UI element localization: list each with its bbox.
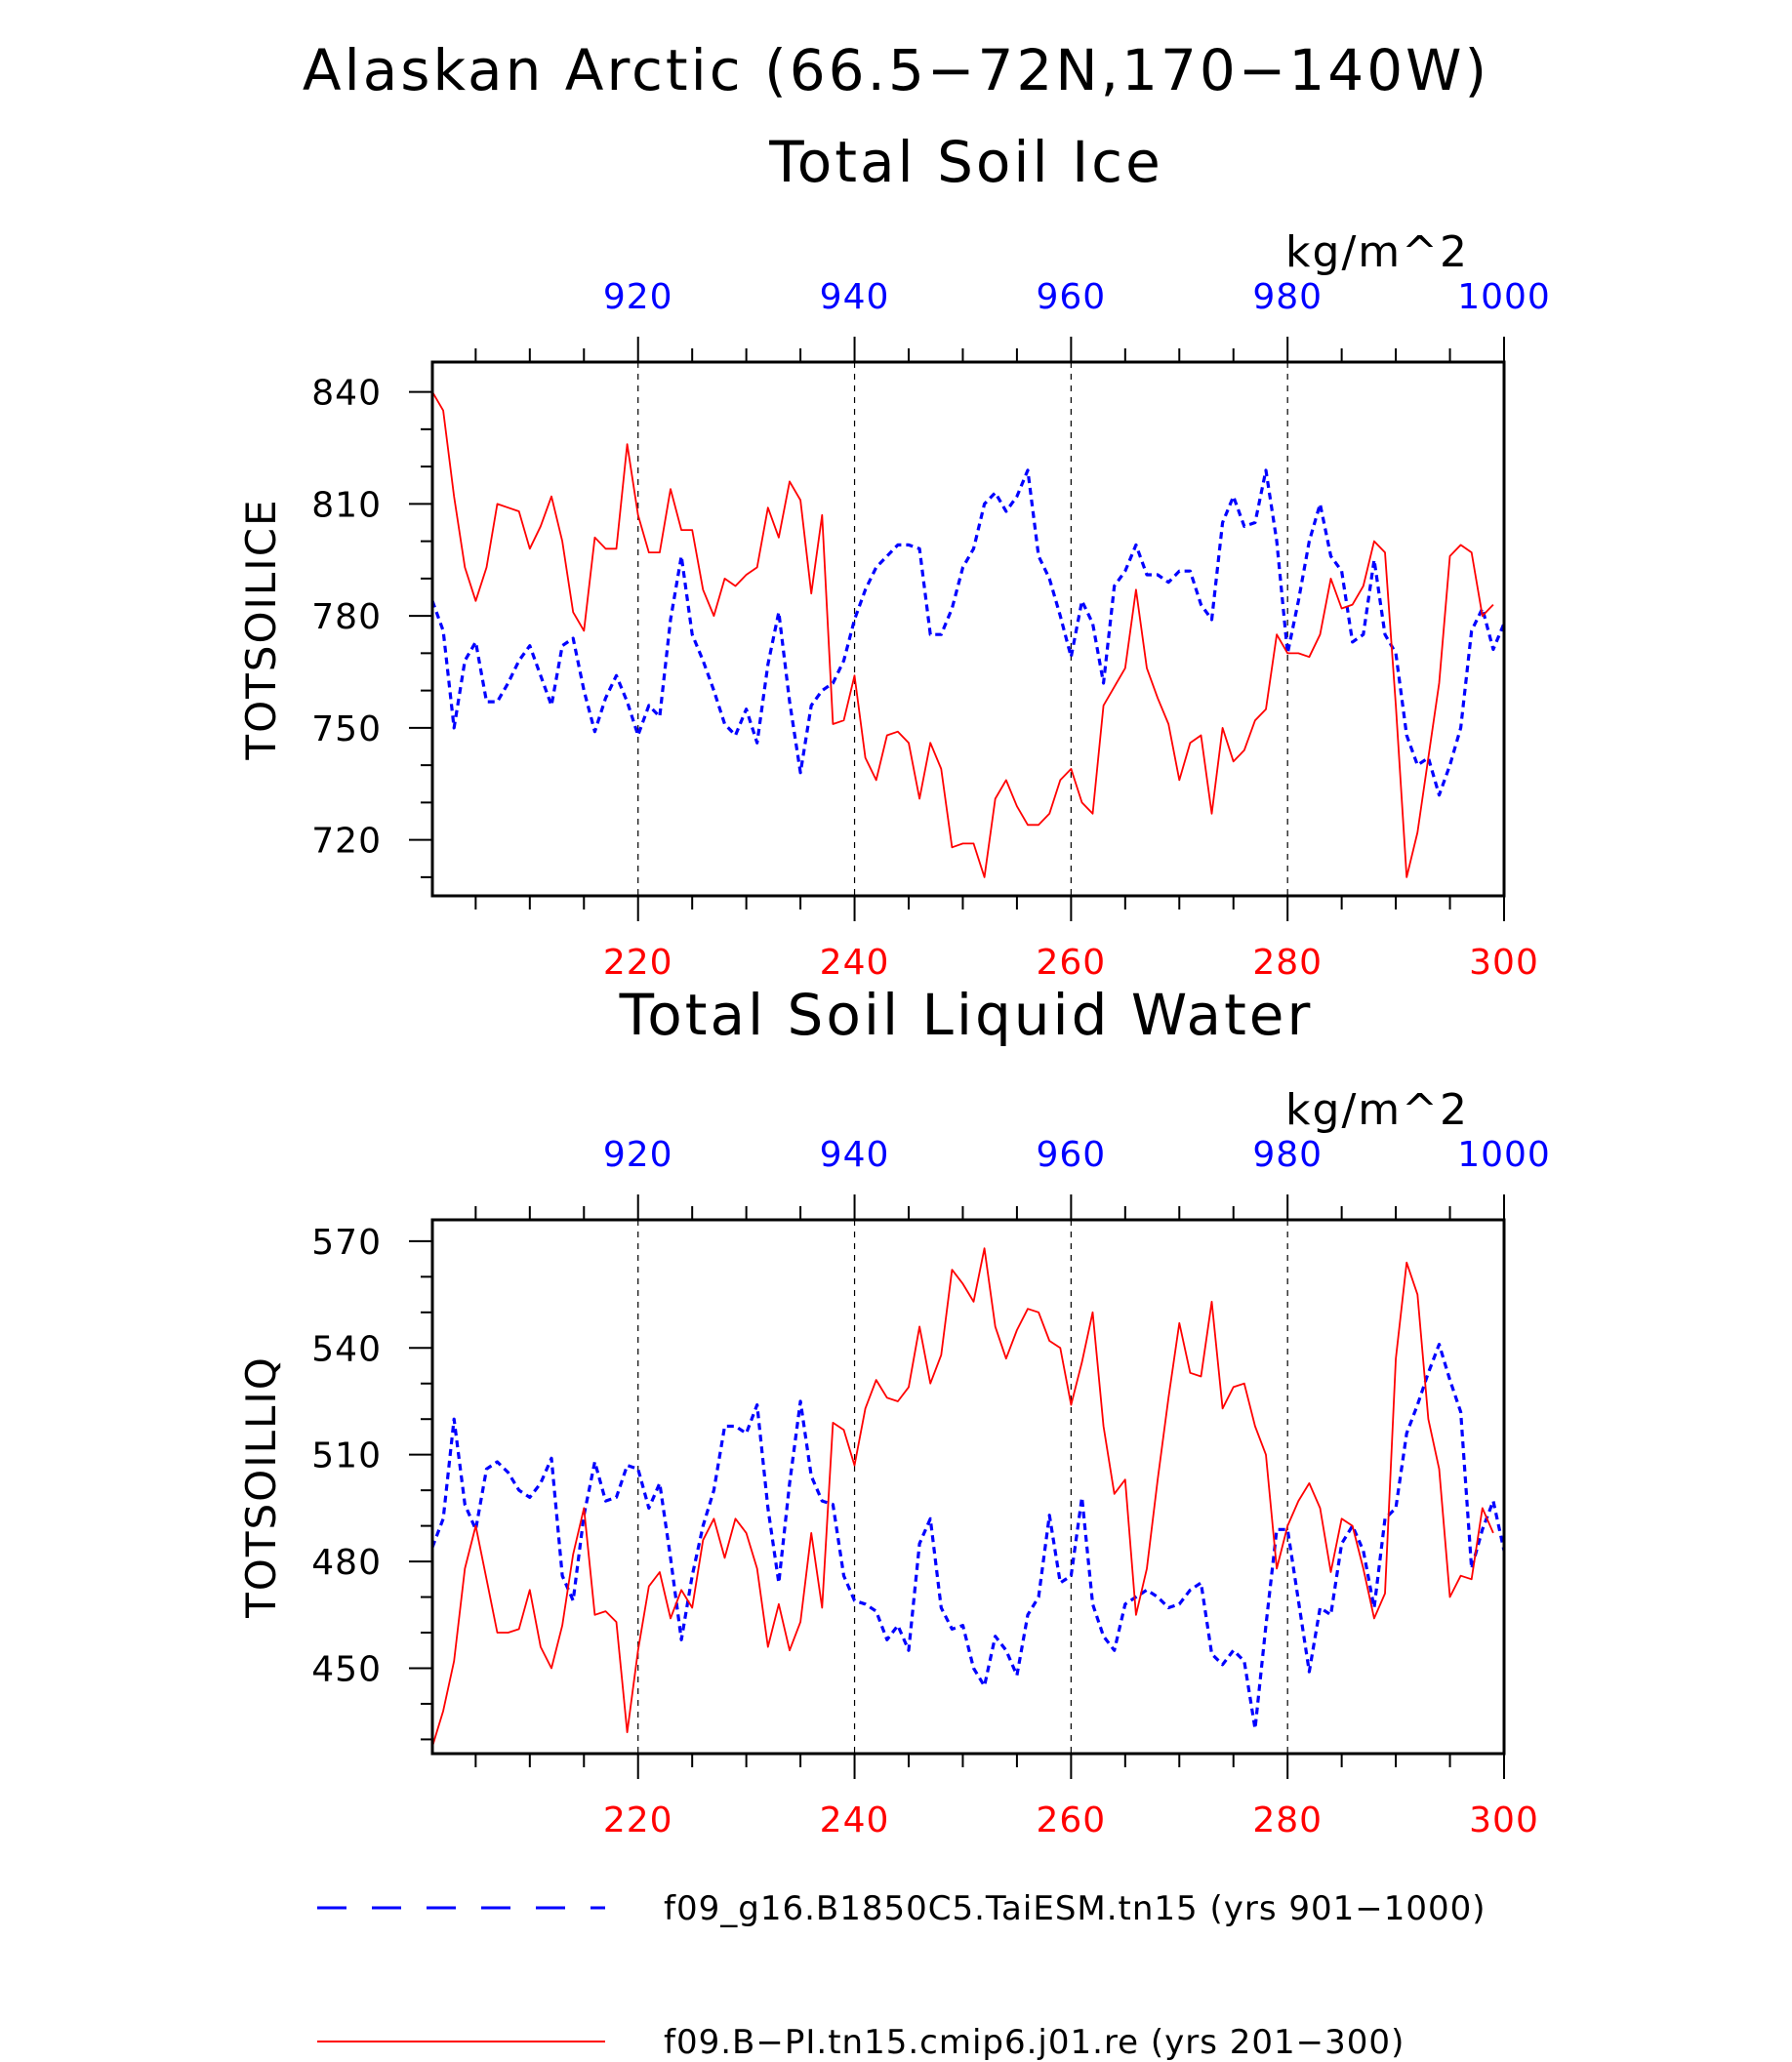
series-line-red (431, 391, 1494, 878)
y-tick-label: 480 (311, 1543, 382, 1583)
x-top-tick-label: 980 (1252, 1135, 1323, 1175)
x-bottom-tick-label: 220 (603, 943, 673, 983)
panel-title: Total Soil Liquid Water (619, 982, 1314, 1048)
x-bottom-tick-label: 240 (820, 1800, 890, 1840)
panel-1: Total Soil Ice kg/m^2 TOTSOILICE 720 750 780 8… (237, 129, 1551, 983)
units-label: kg/m^2 (1285, 1085, 1469, 1135)
figure-title: Alaskan Arctic (66.5−72N,170−140W) (303, 37, 1489, 103)
series-line-blue (430, 1342, 1506, 1731)
panel-title: Total Soil Ice (768, 129, 1163, 195)
y-tick-label: 810 (311, 485, 382, 525)
y-tick-label: 510 (311, 1436, 382, 1476)
x-top-tick-label: 940 (820, 277, 890, 317)
x-bottom-tick-label: 260 (1037, 943, 1107, 983)
x-top-tick-label: 1000 (1457, 277, 1551, 317)
x-bottom-tick-label: 280 (1252, 943, 1323, 983)
x-top-tick-label: 960 (1037, 1135, 1107, 1175)
x-bottom-tick-label: 220 (603, 1800, 673, 1840)
y-axis-label: TOTSOILLIQ (237, 1355, 285, 1619)
series-line-blue (430, 468, 1506, 797)
legend-label: f09_g16.B1850C5.TaiESM.tn15 (yrs 901−100… (664, 1889, 1487, 1928)
x-top-tick-label: 960 (1037, 277, 1107, 317)
plot-frame (430, 1218, 1506, 1756)
legend: f09_g16.B1850C5.TaiESM.tn15 (yrs 901−100… (317, 1889, 1487, 2062)
x-bottom-tick-label: 260 (1037, 1800, 1107, 1840)
y-tick-label: 540 (311, 1329, 382, 1369)
panel-2: Total Soil Liquid Water kg/m^2 TOTSOILLIQ 4… (237, 982, 1551, 1840)
x-top-tick-label: 920 (603, 277, 673, 317)
x-bottom-tick-label: 300 (1469, 943, 1539, 983)
plot-frame (430, 360, 1506, 898)
x-bottom-tick-label: 240 (820, 943, 890, 983)
x-top-tick-label: 980 (1252, 277, 1323, 317)
y-tick-label: 750 (311, 709, 382, 749)
x-top-tick-label: 920 (603, 1135, 673, 1175)
y-axis-label: TOTSOILICE (237, 498, 285, 760)
y-tick-label: 450 (311, 1649, 382, 1689)
y-tick-label: 570 (311, 1223, 382, 1263)
x-bottom-tick-label: 280 (1252, 1800, 1323, 1840)
y-tick-label: 840 (311, 374, 382, 414)
legend-label: f09.B−PI.tn15.cmip6.j01.re (yrs 201−300) (664, 2023, 1405, 2062)
units-label: kg/m^2 (1285, 227, 1469, 277)
x-top-tick-label: 940 (820, 1135, 890, 1175)
y-tick-label: 720 (311, 822, 382, 862)
panels: Total Soil Ice kg/m^2 TOTSOILICE 720 750 780 8… (237, 129, 1551, 1840)
x-bottom-tick-label: 300 (1469, 1800, 1539, 1840)
x-top-tick-label: 1000 (1457, 1135, 1551, 1175)
y-tick-label: 780 (311, 597, 382, 637)
series-line-red (431, 1247, 1494, 1747)
